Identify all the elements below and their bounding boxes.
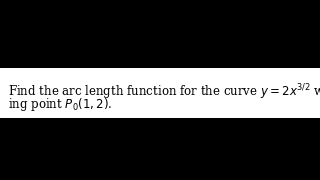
- Text: Find the arc length function for the curve $y = 2x^{3/2}$ with start-: Find the arc length function for the cur…: [8, 82, 320, 102]
- Text: ing point $P_0(1, 2)$.: ing point $P_0(1, 2)$.: [8, 96, 112, 113]
- Bar: [0, 68, 320, 118]
